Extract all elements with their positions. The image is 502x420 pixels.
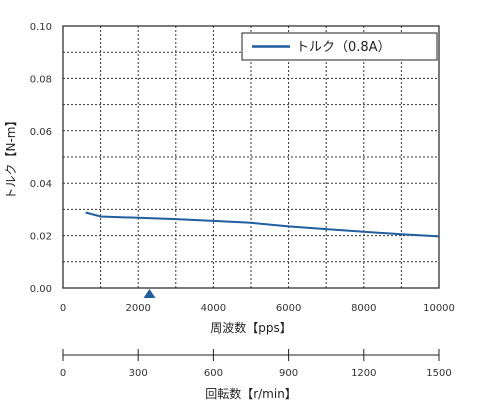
secondary-axis-title: 回転数【r/min】 bbox=[205, 386, 297, 401]
plot-frame bbox=[62, 25, 440, 289]
secondary-tick-label: 1200 bbox=[351, 368, 376, 379]
y-tick-label: 0.02 bbox=[30, 232, 52, 243]
torque-series-line bbox=[85, 211, 440, 238]
secondary-tick-marks bbox=[62, 349, 440, 361]
x-tick-label: 0 bbox=[60, 303, 66, 314]
secondary-tick-label: 300 bbox=[129, 368, 148, 379]
x-tick-label: 8000 bbox=[351, 303, 376, 314]
x-tick-label: 6000 bbox=[276, 303, 301, 314]
y-tick-label: 0.08 bbox=[30, 74, 52, 85]
secondary-tick-label: 600 bbox=[204, 368, 223, 379]
legend: トルク（0.8A） bbox=[241, 32, 438, 61]
y-tick-label: 0.04 bbox=[30, 179, 52, 190]
y-tick-label: 0.10 bbox=[30, 22, 52, 33]
x-tick-label: 10000 bbox=[423, 303, 455, 314]
y-tick-labels: 0.00 0.02 0.04 0.06 0.08 0.10 bbox=[30, 22, 52, 295]
x-tick-label: 4000 bbox=[201, 303, 226, 314]
secondary-tick-label: 900 bbox=[279, 368, 298, 379]
secondary-tick-labels: 0 300 600 900 1200 1500 bbox=[60, 368, 452, 379]
y-tick-label: 0.00 bbox=[30, 284, 52, 295]
secondary-tick-label: 0 bbox=[60, 368, 66, 379]
y-tick-label: 0.06 bbox=[30, 127, 52, 138]
x-tick-label: 2000 bbox=[125, 303, 150, 314]
secondary-axis: 0 300 600 900 1200 1500 回転数【r/min】 bbox=[60, 349, 452, 401]
x-axis-title: 周波数【pps】 bbox=[210, 320, 292, 335]
secondary-tick-label: 1500 bbox=[426, 368, 451, 379]
marker-triangle bbox=[143, 289, 156, 298]
y-axis-title: トルク【N-m】 bbox=[4, 115, 18, 200]
x-tick-labels: 0 2000 4000 6000 8000 10000 bbox=[60, 303, 455, 314]
legend-label: トルク（0.8A） bbox=[296, 40, 391, 55]
